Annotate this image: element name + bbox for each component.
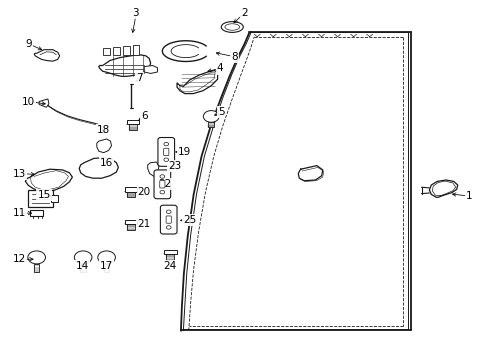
Polygon shape [81,264,85,272]
Circle shape [166,210,171,213]
Text: 3: 3 [132,8,139,18]
Text: 11: 11 [13,208,26,218]
Polygon shape [97,139,111,153]
Polygon shape [51,195,58,202]
Ellipse shape [221,22,243,32]
Text: 2: 2 [241,8,247,18]
Polygon shape [177,71,217,94]
Polygon shape [124,188,137,192]
Polygon shape [30,210,43,216]
Text: 12: 12 [13,254,26,264]
Circle shape [98,251,115,264]
Circle shape [166,226,171,229]
FancyBboxPatch shape [160,181,164,188]
Polygon shape [132,45,139,55]
Text: 19: 19 [178,147,191,157]
Text: 18: 18 [97,125,110,135]
Text: 13: 13 [13,168,26,179]
Polygon shape [28,190,53,207]
Circle shape [160,175,164,178]
Circle shape [74,251,92,264]
Polygon shape [113,47,120,55]
Text: 16: 16 [100,158,113,168]
Polygon shape [79,158,118,178]
Circle shape [28,251,45,264]
FancyBboxPatch shape [160,205,177,234]
Text: 10: 10 [22,96,35,107]
Polygon shape [126,120,139,124]
Polygon shape [208,122,214,127]
FancyBboxPatch shape [163,148,168,156]
Text: 4: 4 [216,63,223,73]
Text: 17: 17 [100,261,113,271]
Polygon shape [147,162,159,176]
Circle shape [163,142,168,146]
Text: 6: 6 [141,111,147,121]
Text: 7: 7 [136,73,142,84]
Polygon shape [124,220,137,224]
Polygon shape [428,180,457,197]
Polygon shape [163,249,176,254]
Polygon shape [104,264,109,272]
Text: 25: 25 [183,215,196,225]
Text: 24: 24 [163,261,177,271]
Polygon shape [166,254,174,260]
Circle shape [93,164,102,171]
Polygon shape [99,55,150,76]
Text: 9: 9 [25,39,32,49]
Polygon shape [103,48,110,55]
Polygon shape [34,264,39,272]
Text: 14: 14 [75,261,89,271]
Polygon shape [144,66,157,73]
Text: 21: 21 [137,219,151,229]
Circle shape [160,190,164,194]
Polygon shape [129,124,137,130]
FancyBboxPatch shape [158,138,174,166]
Polygon shape [39,99,49,107]
Polygon shape [122,46,129,55]
Ellipse shape [224,24,239,30]
FancyBboxPatch shape [154,170,170,199]
Text: 22: 22 [158,179,172,189]
Circle shape [163,158,168,162]
Text: 23: 23 [168,161,182,171]
Circle shape [203,111,219,122]
Text: 8: 8 [231,52,238,62]
Polygon shape [127,224,135,230]
Text: 5: 5 [217,107,224,117]
Text: 15: 15 [37,190,51,200]
FancyBboxPatch shape [166,216,171,223]
Text: 1: 1 [465,191,472,201]
Text: 20: 20 [138,186,150,197]
Polygon shape [36,190,44,194]
Polygon shape [34,50,60,61]
Polygon shape [25,169,72,192]
Polygon shape [127,192,135,197]
